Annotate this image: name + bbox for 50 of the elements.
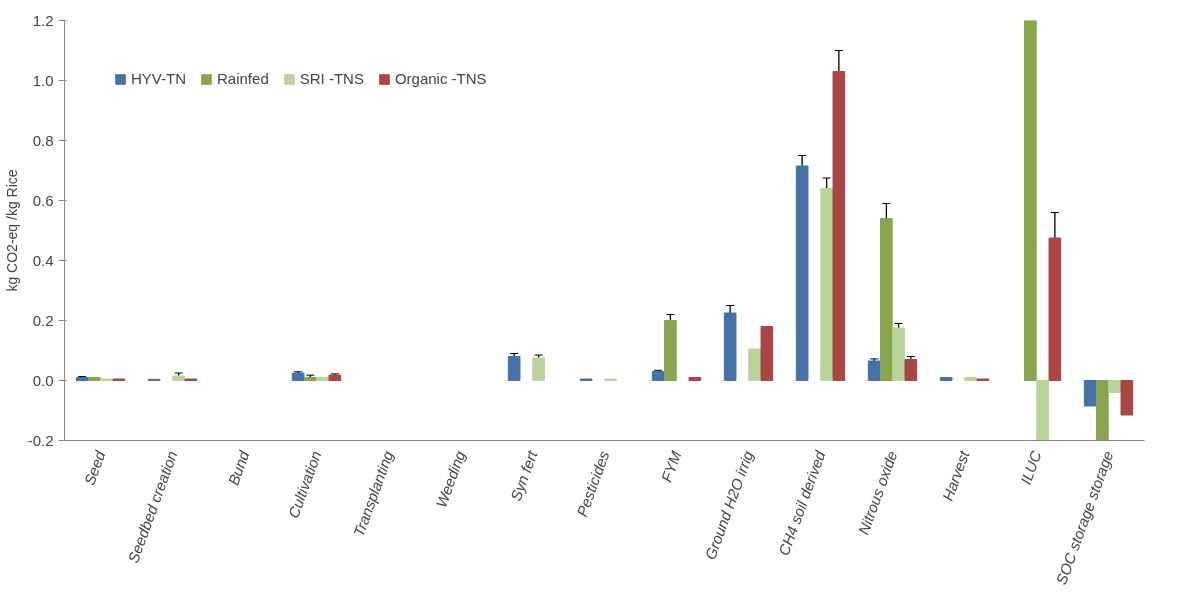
bar — [291, 372, 305, 381]
y-tick-label: 1.0 — [32, 71, 54, 89]
bar — [723, 312, 737, 381]
x-tick-label: FYM — [657, 448, 685, 485]
bar — [867, 360, 881, 381]
y-axis-title: kg CO2-eq /kg Rice — [3, 169, 20, 292]
bar — [904, 359, 918, 381]
bar — [964, 377, 977, 381]
y-tick-label: 0.2 — [32, 311, 54, 329]
bar — [688, 377, 702, 381]
bar — [507, 356, 521, 381]
bar — [532, 357, 545, 381]
bar — [1048, 237, 1062, 381]
x-tick-label: Syn fert — [506, 447, 541, 503]
bar — [1083, 380, 1097, 407]
y-tick-label: -0.2 — [27, 431, 54, 449]
y-tick-label: 0.4 — [32, 251, 54, 269]
legend-label: Organic -TNS — [394, 70, 487, 87]
bar — [1036, 380, 1049, 441]
bar — [795, 165, 809, 381]
bar — [1024, 20, 1037, 381]
legend-label: SRI -TNS — [299, 70, 364, 87]
bar — [88, 377, 101, 381]
bar — [820, 188, 833, 381]
bar — [760, 326, 774, 381]
bar — [892, 327, 905, 381]
bar — [880, 218, 893, 381]
bar — [832, 71, 846, 381]
bar — [939, 377, 953, 381]
y-tick-label: 0.8 — [32, 131, 54, 149]
x-tick-label: Seed — [80, 447, 109, 488]
x-tick-label: Bund — [224, 447, 253, 488]
bar — [316, 377, 329, 381]
bar — [748, 348, 761, 381]
legend-label: Rainfed — [217, 70, 269, 87]
bar — [1108, 380, 1121, 393]
x-tick-label: SOC storage storage — [1052, 448, 1117, 587]
legend-label: HYV-TN — [131, 70, 187, 87]
x-tick-label: Nitrous oxide — [854, 448, 901, 537]
bar — [328, 374, 342, 381]
y-tick-label: 0.0 — [32, 371, 54, 389]
bar — [1096, 380, 1109, 441]
bar — [664, 320, 677, 381]
x-tick-label: CH4 soil derived — [774, 447, 829, 558]
x-tick-label: ILUC — [1016, 448, 1045, 487]
bar — [1120, 380, 1134, 416]
x-tick-label: Ground H2O irrig — [701, 447, 757, 562]
bar — [651, 371, 665, 381]
y-tick-label: 0.6 — [32, 191, 54, 209]
y-tick-label: 1.2 — [32, 11, 54, 29]
